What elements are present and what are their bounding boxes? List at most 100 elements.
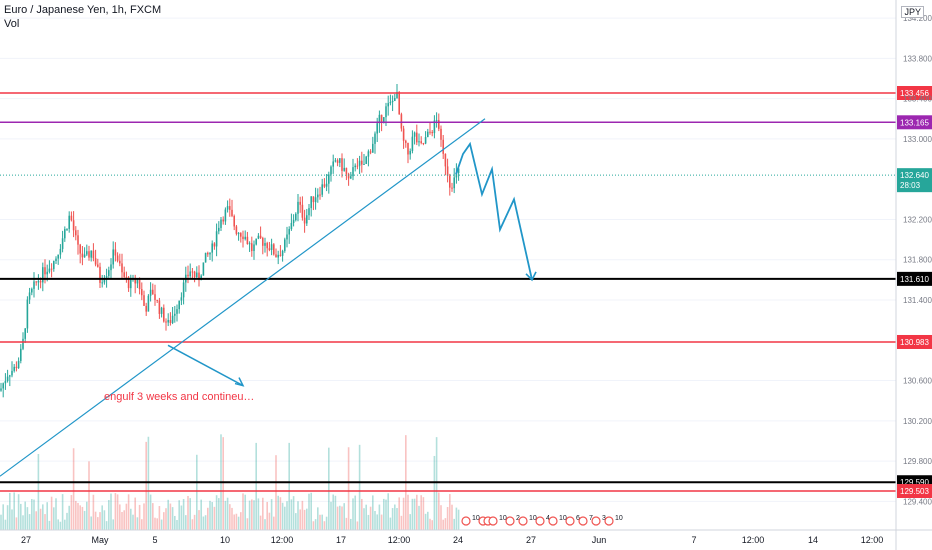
trend-line[interactable] — [0, 118, 486, 477]
volume-bar — [176, 519, 178, 530]
volume-bar — [26, 507, 29, 530]
volume-bar — [319, 514, 321, 530]
event-badge-icon[interactable] — [565, 516, 575, 526]
event-badge-icon[interactable] — [548, 516, 558, 526]
volume-bar — [416, 494, 418, 530]
event-badge-icon[interactable] — [578, 516, 588, 526]
volume-bar — [193, 514, 196, 530]
candle-body — [176, 309, 178, 314]
volume-label[interactable]: Vol — [4, 18, 20, 30]
volume-bar — [427, 511, 429, 530]
candle-body — [350, 176, 352, 179]
candle-body — [37, 281, 40, 283]
volume-bar — [101, 505, 103, 530]
volume-bar — [279, 497, 282, 530]
horizontal-levels[interactable]: 133.456 133.165 131.610 130.983 129.590129.5… — [0, 86, 932, 498]
volume-bar — [180, 505, 183, 530]
candle-body — [77, 235, 79, 245]
candle-body — [147, 295, 150, 312]
candle-body — [273, 244, 275, 255]
drawings[interactable]: engulf 3 weeks and contineu… 10 10 2 10 4 10 6 7… — [0, 118, 623, 526]
candle-body — [438, 120, 440, 129]
annotation-text[interactable]: engulf 3 weeks and contineu… — [104, 391, 254, 403]
y-tick-label: 132.200 — [903, 215, 932, 224]
volume-bar — [455, 507, 458, 530]
candlesticks — [0, 83, 460, 398]
volume-bar — [341, 506, 343, 530]
candle-body — [152, 289, 154, 295]
candle-body — [224, 209, 227, 222]
candle-body — [336, 160, 339, 163]
event-badge-count: 2 — [516, 515, 520, 522]
volume-bar — [28, 514, 31, 530]
volume-bar — [394, 504, 396, 530]
volume-bar — [264, 519, 266, 530]
volume-bar — [46, 502, 48, 530]
volume-bar — [407, 494, 409, 530]
event-badge-icon[interactable] — [461, 516, 471, 526]
volume-bar — [207, 507, 209, 530]
event-badge-icon[interactable] — [488, 516, 498, 526]
candle-body — [416, 132, 418, 143]
volume-bar — [383, 498, 385, 530]
event-badge-icon[interactable] — [591, 516, 601, 526]
volume-bar — [431, 520, 433, 530]
candle-body — [411, 136, 414, 151]
candle-body — [196, 272, 198, 278]
volume-bar — [361, 498, 363, 530]
candle-body — [134, 278, 136, 284]
volume-bar — [88, 461, 90, 530]
candle-body — [42, 267, 44, 283]
volume-bar — [248, 500, 251, 530]
y-tick-label: 131.800 — [903, 256, 932, 265]
volume-bar — [453, 518, 455, 530]
volume-bar — [211, 502, 213, 530]
event-badge-icon[interactable] — [535, 516, 545, 526]
volume-bar — [332, 494, 334, 530]
volume-bar — [451, 504, 453, 530]
candle-body — [376, 123, 378, 134]
candle-body — [26, 299, 29, 329]
event-badge-icon[interactable] — [518, 516, 528, 526]
volume-bar — [339, 505, 341, 530]
volume-bar — [15, 517, 18, 530]
candle-body — [4, 380, 7, 384]
candle-body — [143, 295, 145, 306]
x-tick-label: 5 — [152, 535, 157, 545]
projection-path[interactable] — [455, 141, 533, 281]
candle-body — [367, 151, 370, 157]
candle-body — [323, 184, 326, 187]
candle-body — [39, 281, 42, 283]
volume-bar — [229, 504, 231, 530]
volume-bar — [257, 498, 260, 530]
volume-bar — [222, 437, 224, 530]
volume-bar — [0, 514, 2, 530]
volume-bar — [6, 505, 9, 530]
volume-bar — [112, 519, 114, 530]
volume-bar — [165, 508, 167, 530]
volume-bar — [299, 509, 301, 530]
volume-bar — [97, 517, 99, 530]
candle-body — [75, 230, 77, 236]
volume-bar — [301, 500, 304, 530]
volume-bar — [242, 493, 244, 530]
volume-bar — [196, 454, 198, 530]
symbol-title[interactable]: Euro / Japanese Yen, 1h, FXCM — [4, 4, 162, 16]
candle-body — [163, 307, 165, 322]
event-badge-icon[interactable] — [505, 516, 515, 526]
event-badge-icon[interactable] — [604, 516, 614, 526]
currency-badge[interactable]: JPY — [901, 6, 924, 18]
candle-body — [145, 305, 147, 312]
candle-body — [215, 231, 218, 247]
candle-body — [286, 234, 288, 240]
candle-body — [235, 226, 238, 234]
candle-body — [119, 260, 121, 264]
annotation-arrow[interactable] — [167, 344, 244, 387]
volume-bar — [72, 448, 75, 530]
volume-bar — [345, 517, 348, 530]
volume-bar — [387, 493, 389, 530]
volume-bar — [59, 521, 62, 530]
level-price-tag — [897, 334, 932, 349]
